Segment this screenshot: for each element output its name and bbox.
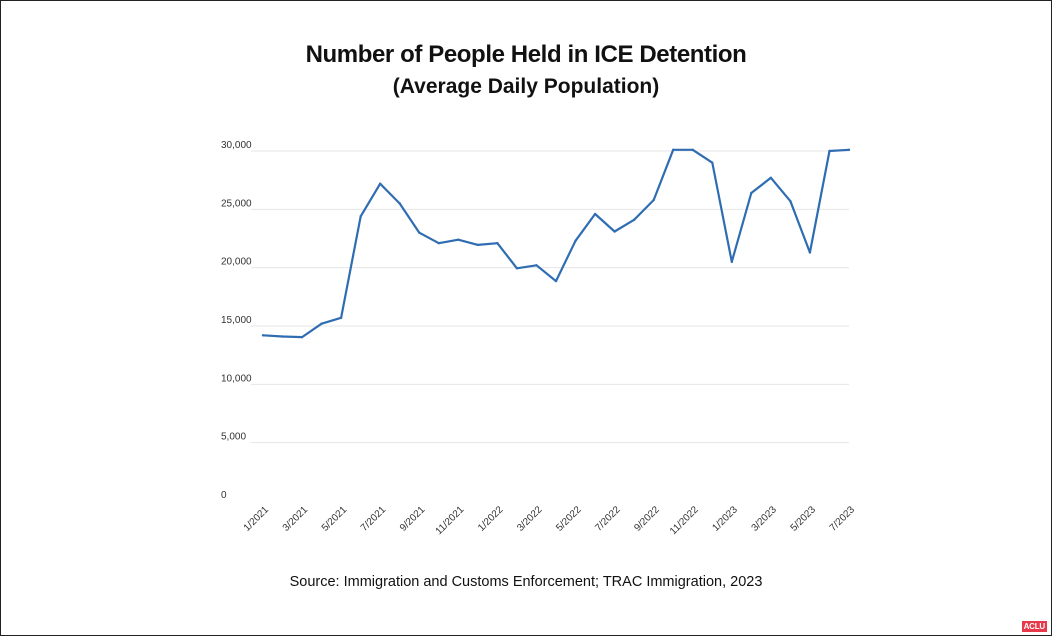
data-point xyxy=(437,241,440,245)
x-tick-label: 5/2022 xyxy=(554,504,584,534)
x-tick-label: 3/2022 xyxy=(515,504,545,534)
data-point xyxy=(398,202,401,205)
data-point xyxy=(691,148,694,152)
data-point xyxy=(418,231,421,234)
source-note: Source: Immigration and Customs Enforcem… xyxy=(289,574,763,590)
x-tick-label: 7/2022 xyxy=(593,504,623,534)
detention-population-line xyxy=(262,148,850,339)
chart-title: Number of People Held in ICE Detention xyxy=(305,41,747,68)
y-tick-label: 30,000 xyxy=(221,140,252,151)
data-point xyxy=(652,198,655,202)
x-tick-label: 7/2023 xyxy=(828,504,858,534)
x-tick-label: 5/2023 xyxy=(789,504,819,534)
y-axis-ticks: 0 5,000 10,000 15,000 20,000 25,000 30,000 xyxy=(221,140,252,501)
data-point xyxy=(261,334,265,337)
data-point xyxy=(339,316,343,320)
data-point xyxy=(574,239,577,243)
data-point xyxy=(515,267,519,270)
y-tick-label: 10,000 xyxy=(221,373,252,384)
y-tick-label: 0 xyxy=(221,490,227,501)
data-point xyxy=(750,191,753,195)
data-point xyxy=(281,335,284,338)
x-tick-label: 11/2021 xyxy=(434,504,467,537)
x-tick-label: 5/2021 xyxy=(320,504,350,534)
data-series xyxy=(261,148,851,339)
y-tick-label: 20,000 xyxy=(221,257,252,268)
x-axis-ticks: 1/2021 3/2021 5/2021 7/2021 9/2021 11/2021 1/2… xyxy=(242,504,858,537)
data-point xyxy=(847,148,851,152)
x-tick-label: 9/2021 xyxy=(398,504,428,534)
y-tick-label: 25,000 xyxy=(221,198,252,209)
x-tick-label: 11/2022 xyxy=(668,504,701,537)
aclu-logo: ACLU xyxy=(1021,621,1047,632)
data-point xyxy=(828,149,831,153)
data-point xyxy=(300,335,304,339)
data-point xyxy=(711,161,714,164)
x-tick-label: 1/2021 xyxy=(242,504,272,534)
data-point xyxy=(320,322,323,325)
data-point xyxy=(789,199,792,203)
data-point xyxy=(730,260,733,264)
x-tick-label: 1/2022 xyxy=(476,504,506,534)
y-tick-label: 5,000 xyxy=(221,432,246,443)
data-point xyxy=(379,182,382,185)
gridlines xyxy=(251,150,849,444)
data-point xyxy=(554,279,558,283)
data-point xyxy=(457,238,460,241)
x-tick-label: 1/2023 xyxy=(711,504,741,534)
x-tick-label: 3/2021 xyxy=(281,504,311,534)
data-point xyxy=(476,243,480,247)
data-point xyxy=(769,176,773,180)
y-tick-label: 15,000 xyxy=(221,315,252,326)
data-point xyxy=(496,241,499,245)
data-point xyxy=(808,251,812,254)
x-tick-label: 7/2021 xyxy=(359,504,389,534)
x-tick-label: 3/2023 xyxy=(750,504,780,534)
data-point xyxy=(672,148,675,152)
chart-subtitle: (Average Daily Population) xyxy=(392,75,660,98)
data-point xyxy=(613,230,616,233)
data-point xyxy=(359,215,362,218)
data-point xyxy=(632,218,636,222)
data-point xyxy=(535,264,538,267)
data-point xyxy=(593,212,597,216)
x-tick-label: 9/2022 xyxy=(632,504,662,534)
